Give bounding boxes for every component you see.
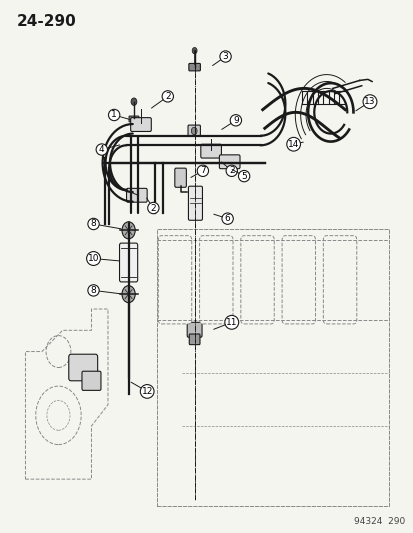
Text: 12: 12 <box>141 387 152 396</box>
FancyBboxPatch shape <box>174 168 186 187</box>
Text: 2: 2 <box>228 166 234 175</box>
Text: 6: 6 <box>224 214 230 223</box>
Text: 13: 13 <box>363 97 375 106</box>
Circle shape <box>122 286 135 303</box>
FancyBboxPatch shape <box>126 188 147 202</box>
FancyBboxPatch shape <box>188 125 200 136</box>
Circle shape <box>191 127 197 135</box>
Circle shape <box>122 222 135 239</box>
Text: 1: 1 <box>111 110 117 119</box>
FancyBboxPatch shape <box>219 155 240 168</box>
Circle shape <box>131 98 137 106</box>
FancyBboxPatch shape <box>189 334 199 345</box>
Text: 24-290: 24-290 <box>17 14 77 29</box>
FancyBboxPatch shape <box>200 144 221 158</box>
Text: 94324  290: 94324 290 <box>353 517 404 526</box>
FancyBboxPatch shape <box>129 116 139 122</box>
FancyBboxPatch shape <box>188 63 200 71</box>
FancyBboxPatch shape <box>131 118 151 132</box>
Text: 9: 9 <box>233 116 238 125</box>
Text: 14: 14 <box>287 140 299 149</box>
FancyBboxPatch shape <box>187 322 202 337</box>
FancyBboxPatch shape <box>281 236 315 324</box>
Text: 10: 10 <box>88 254 99 263</box>
Text: 5: 5 <box>241 172 247 181</box>
FancyBboxPatch shape <box>188 186 202 220</box>
FancyBboxPatch shape <box>323 236 356 324</box>
Text: 4: 4 <box>99 145 104 154</box>
FancyBboxPatch shape <box>69 354 97 381</box>
FancyBboxPatch shape <box>158 236 191 324</box>
FancyBboxPatch shape <box>82 371 101 390</box>
Text: 8: 8 <box>90 286 96 295</box>
FancyBboxPatch shape <box>119 243 138 282</box>
Text: 2: 2 <box>150 204 156 213</box>
Text: 8: 8 <box>90 220 96 229</box>
FancyBboxPatch shape <box>240 236 273 324</box>
Text: 3: 3 <box>222 52 228 61</box>
Text: 7: 7 <box>199 166 205 175</box>
Circle shape <box>192 47 197 54</box>
FancyBboxPatch shape <box>199 236 233 324</box>
Text: 11: 11 <box>225 318 237 327</box>
Text: 2: 2 <box>165 92 170 101</box>
